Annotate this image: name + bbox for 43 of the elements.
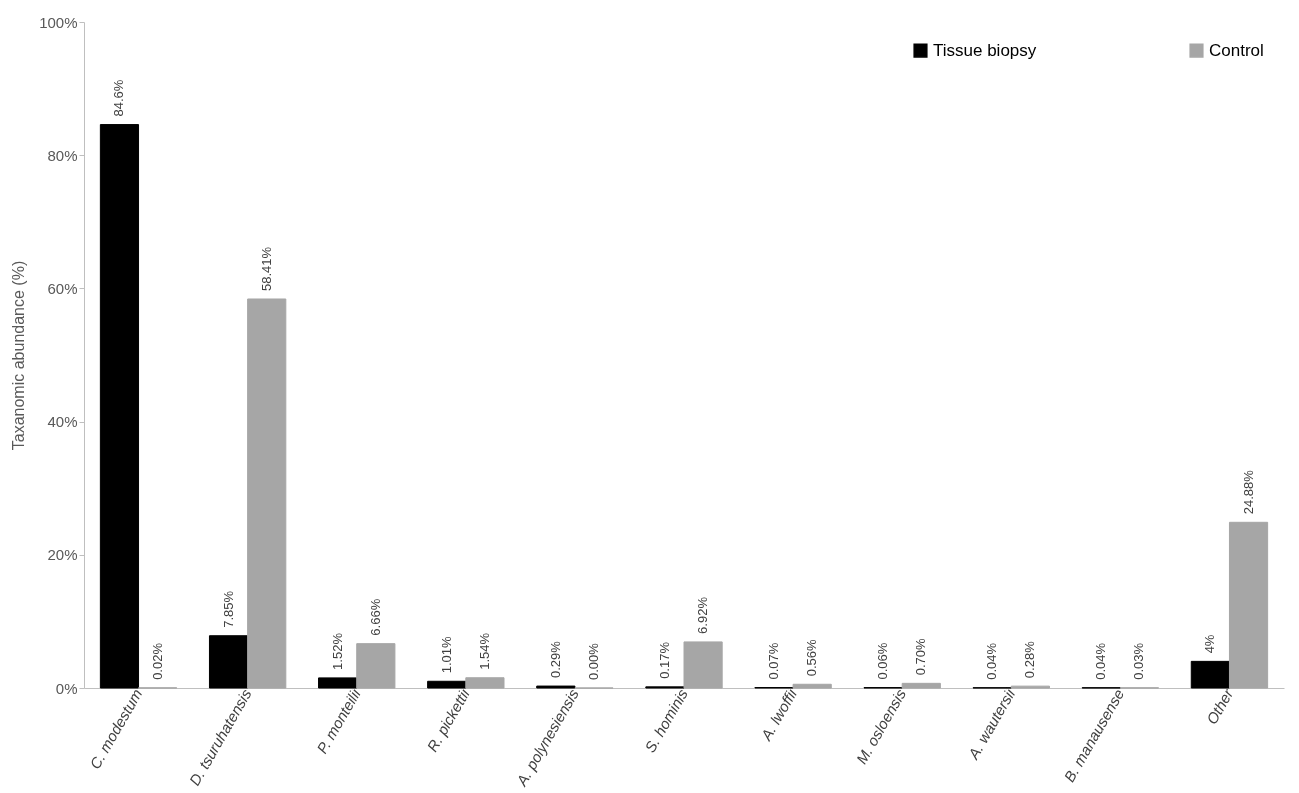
y-axis-title: Taxanomic abundance (%) [10, 260, 28, 451]
data-label: 0.56% [804, 638, 820, 677]
data-label: 0.06% [875, 642, 891, 680]
data-label: 0.17% [656, 641, 672, 679]
data-label: 0.07% [766, 642, 781, 680]
data-label: 6.66% [367, 598, 383, 636]
bar [427, 680, 467, 689]
data-label: 84.6% [111, 79, 127, 117]
y-tick-label: 40% [47, 413, 78, 431]
bar [208, 635, 249, 689]
bar [792, 683, 832, 689]
bar [356, 643, 396, 689]
data-label: 0.03% [1131, 642, 1147, 680]
y-tick-label: 80% [47, 146, 78, 164]
legend-label: Tissue biopsy [933, 40, 1037, 60]
bar [683, 641, 723, 689]
data-label: 1.01% [438, 635, 454, 674]
legend-label: Control [1209, 40, 1264, 60]
data-label: 7.85% [220, 590, 236, 628]
bar [1190, 660, 1230, 689]
y-tick-label: 60% [47, 279, 78, 297]
data-label: 0.02% [149, 642, 165, 680]
data-label: 1.54% [476, 632, 492, 670]
data-label: 0.00% [586, 642, 601, 680]
bar [901, 682, 941, 689]
data-label: 0.28% [1022, 640, 1038, 679]
bar [465, 677, 505, 689]
bar [99, 124, 140, 689]
y-tick-label: 20% [47, 546, 78, 564]
data-label: 1.52% [329, 632, 345, 670]
data-label: 0.70% [913, 638, 929, 676]
bar [247, 298, 287, 689]
y-tick-label: 100% [39, 13, 78, 31]
data-label: 0.04% [1093, 642, 1109, 680]
data-label: 0.29% [547, 640, 563, 679]
y-tick-label: 0% [55, 679, 78, 697]
data-label: 24.88% [1240, 469, 1256, 515]
data-label: 58.41% [258, 246, 274, 291]
bar [1228, 521, 1269, 689]
data-label: 4% [1202, 634, 1218, 654]
data-label: 0.04% [984, 642, 1000, 680]
data-label: 6.92% [695, 596, 711, 634]
bar [318, 677, 358, 689]
